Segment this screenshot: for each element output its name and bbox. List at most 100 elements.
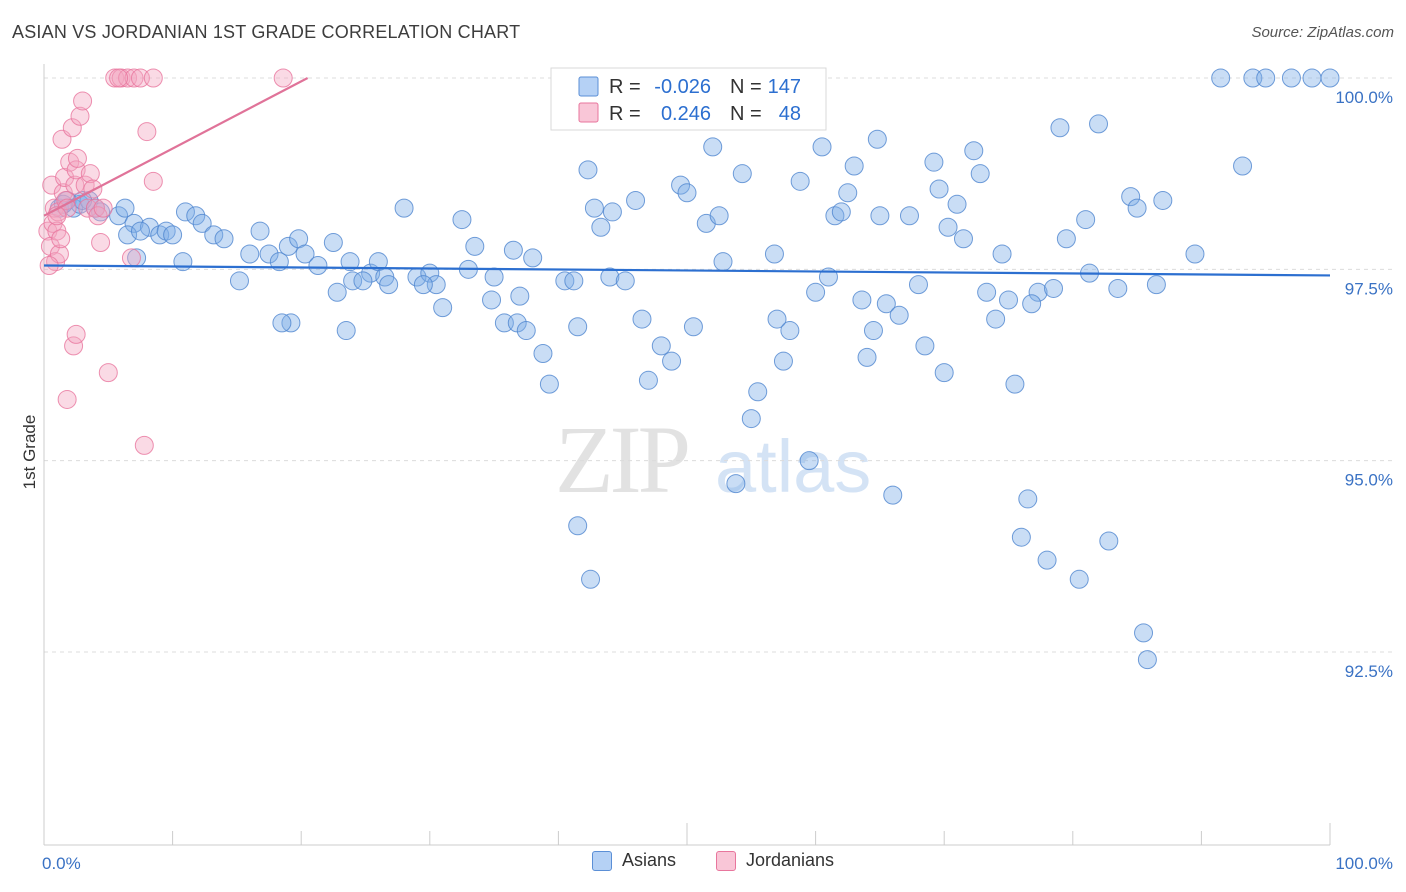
point-asians[interactable] [308, 256, 328, 276]
point-jordanians[interactable] [109, 68, 129, 88]
point-asians[interactable] [1099, 531, 1119, 551]
point-asians[interactable] [568, 317, 588, 337]
point-asians[interactable] [118, 225, 138, 245]
point-asians[interactable] [713, 252, 733, 272]
point-asians[interactable] [452, 210, 472, 230]
point-asians[interactable] [578, 160, 598, 180]
point-asians[interactable] [709, 206, 729, 226]
point-asians[interactable] [336, 321, 356, 341]
point-asians[interactable] [1022, 294, 1042, 314]
point-jordanians[interactable] [57, 389, 77, 409]
point-asians[interactable] [175, 202, 195, 222]
point-asians[interactable] [626, 190, 646, 210]
point-asians[interactable] [1028, 282, 1048, 302]
point-asians[interactable] [1069, 569, 1089, 589]
point-asians[interactable] [591, 217, 611, 237]
point-asians[interactable] [323, 233, 343, 253]
point-asians[interactable] [173, 252, 193, 272]
point-asians[interactable] [852, 290, 872, 310]
point-jordanians[interactable] [55, 167, 75, 187]
point-asians[interactable] [806, 282, 826, 302]
point-asians[interactable] [163, 225, 183, 245]
point-asians[interactable] [1121, 187, 1141, 207]
point-asians[interactable] [924, 152, 944, 172]
legend-item-jordanians[interactable]: Jordanians [716, 850, 834, 871]
point-asians[interactable] [584, 198, 604, 218]
point-asians[interactable] [876, 294, 896, 314]
point-jordanians[interactable] [62, 118, 82, 138]
point-asians[interactable] [953, 229, 973, 249]
point-asians[interactable] [1137, 650, 1157, 670]
point-asians[interactable] [1050, 118, 1070, 138]
point-jordanians[interactable] [134, 435, 154, 455]
point-asians[interactable] [889, 305, 909, 325]
point-asians[interactable] [992, 244, 1012, 264]
point-jordanians[interactable] [93, 198, 113, 218]
point-jordanians[interactable] [64, 336, 84, 356]
point-asians[interactable] [581, 569, 601, 589]
point-jordanians[interactable] [121, 248, 141, 268]
point-asians[interactable] [870, 206, 890, 226]
point-asians[interactable] [977, 282, 997, 302]
point-asians[interactable] [482, 290, 502, 310]
point-asians[interactable] [259, 244, 279, 264]
point-asians[interactable] [1005, 374, 1025, 394]
point-jordanians[interactable] [91, 233, 111, 253]
point-jordanians[interactable] [70, 106, 90, 126]
point-asians[interactable] [671, 175, 691, 195]
point-asians[interactable] [632, 309, 652, 329]
point-asians[interactable] [124, 213, 144, 233]
point-asians[interactable] [857, 347, 877, 367]
point-asians[interactable] [602, 202, 622, 222]
point-asians[interactable] [1153, 190, 1173, 210]
point-asians[interactable] [503, 240, 523, 260]
point-asians[interactable] [192, 213, 212, 233]
point-asians[interactable] [353, 271, 373, 291]
point-asians[interactable] [1076, 210, 1096, 230]
point-jordanians[interactable] [143, 171, 163, 191]
point-asians[interactable] [539, 374, 559, 394]
point-asians[interactable] [214, 229, 234, 249]
point-asians[interactable] [1011, 527, 1031, 547]
point-asians[interactable] [767, 309, 787, 329]
point-asians[interactable] [915, 336, 935, 356]
point-asians[interactable] [1089, 114, 1109, 134]
point-asians[interactable] [340, 252, 360, 272]
point-asians[interactable] [240, 244, 260, 264]
point-asians[interactable] [516, 321, 536, 341]
point-asians[interactable] [564, 271, 584, 291]
point-asians[interactable] [899, 206, 919, 226]
point-asians[interactable] [677, 183, 697, 203]
point-jordanians[interactable] [137, 122, 157, 142]
point-asians[interactable] [109, 206, 129, 226]
point-asians[interactable] [790, 171, 810, 191]
point-asians[interactable] [1037, 550, 1057, 570]
point-asians[interactable] [533, 344, 553, 364]
point-asians[interactable] [295, 244, 315, 264]
point-jordanians[interactable] [124, 68, 144, 88]
point-asians[interactable] [934, 363, 954, 383]
point-asians[interactable] [272, 313, 292, 333]
point-asians[interactable] [883, 485, 903, 505]
point-asians[interactable] [1302, 68, 1322, 88]
point-jordanians[interactable] [51, 229, 71, 249]
point-jordanians[interactable] [65, 175, 85, 195]
point-asians[interactable] [970, 164, 990, 184]
point-jordanians[interactable] [67, 148, 87, 168]
point-asians[interactable] [327, 282, 347, 302]
point-jordanians[interactable] [98, 363, 118, 383]
point-jordanians[interactable] [73, 91, 93, 111]
point-asians[interactable] [343, 271, 363, 291]
point-asians[interactable] [780, 321, 800, 341]
point-asians[interactable] [732, 164, 752, 184]
point-asians[interactable] [115, 198, 135, 218]
point-jordanians[interactable] [143, 68, 163, 88]
point-jordanians[interactable] [78, 198, 98, 218]
point-asians[interactable] [1185, 244, 1205, 264]
point-asians[interactable] [1146, 275, 1166, 295]
point-asians[interactable] [510, 286, 530, 306]
point-asians[interactable] [278, 236, 298, 256]
point-asians[interactable] [938, 217, 958, 237]
point-asians[interactable] [908, 275, 928, 295]
point-asians[interactable] [568, 516, 588, 536]
